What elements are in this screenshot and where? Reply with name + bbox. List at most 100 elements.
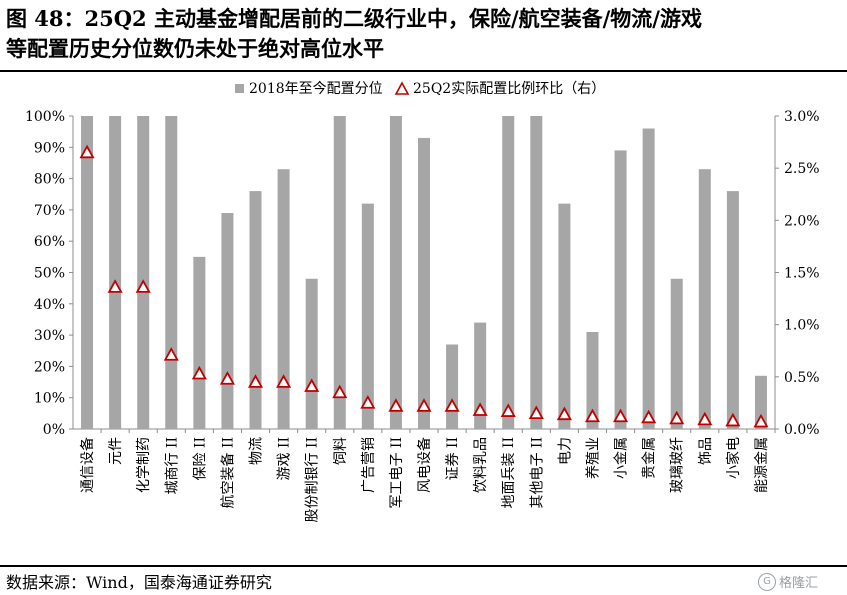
bar: [670, 278, 683, 429]
triangle-marker: [669, 410, 685, 425]
triangle-marker: [332, 384, 348, 399]
left-axis-tick-label: 30%: [34, 328, 65, 344]
x-axis-tick-label: 地面兵装 II: [501, 437, 517, 509]
triangle-marker: [416, 398, 432, 412]
right-axis-tick-label: 1.5%: [784, 266, 820, 282]
bar: [586, 331, 599, 429]
triangle-marker: [219, 371, 235, 385]
triangle-marker: [556, 406, 572, 421]
triangle-marker: [444, 398, 460, 412]
triangle-marker: [725, 412, 741, 427]
x-axis-tick-label: 饰品: [698, 437, 714, 465]
bar: [614, 150, 627, 429]
x-axis-tick-label: 饮料乳品: [473, 437, 489, 493]
bar: [277, 169, 290, 429]
figure-title-line2: 等配置历史分位数仍未处于绝对高位水平: [6, 36, 384, 61]
bar: [221, 213, 234, 429]
triangle-marker: [247, 374, 264, 388]
legend-label-marker: 25Q2实际配置比例环比（右）: [413, 81, 605, 97]
triangle-marker: [528, 405, 544, 420]
triangle-marker: [107, 279, 123, 293]
triangle-marker: [135, 279, 151, 293]
x-axis-tick-label: 其他电子 II: [529, 437, 545, 509]
x-axis-tick-label: 元件: [108, 437, 124, 465]
bar: [165, 116, 178, 429]
legend-swatch-bar: [235, 84, 244, 93]
triangle-marker: [79, 144, 95, 159]
triangle-marker: [191, 365, 207, 380]
bar: [446, 344, 459, 429]
bar: [333, 116, 346, 429]
triangle-marker: [276, 374, 292, 388]
x-axis-tick-label: 贵金属: [642, 437, 658, 479]
bar: [193, 256, 206, 429]
triangle-marker: [163, 347, 179, 361]
bar: [558, 203, 571, 429]
left-axis-tick-label: 20%: [34, 359, 65, 375]
bar: [81, 116, 94, 429]
x-axis-tick-label: 养殖业: [584, 437, 601, 479]
chart: 0% 10% 20% 30% 40% 50% 60% 70% 80% 90% 100% 0.0% 0.5…: [25, 81, 820, 523]
bar: [137, 116, 150, 429]
right-axis-tick-label: 1.0%: [784, 318, 820, 334]
legend-label-bar: 2018年至今配置分位: [249, 81, 383, 97]
bar: [530, 116, 543, 429]
triangle-marker: [388, 398, 404, 412]
x-axis-tick-label: 玻璃玻纤: [669, 437, 686, 493]
right-axis-tick-label: 0.0%: [784, 422, 820, 438]
bar: [502, 116, 515, 429]
bar: [698, 169, 711, 429]
left-axis-tick-label: 40%: [34, 297, 65, 313]
bar: [361, 203, 374, 429]
x-axis-tick-label: 能源金属: [754, 437, 770, 493]
x-axis-tick-label: 军工电子 II: [389, 437, 405, 509]
triangle-marker: [697, 411, 713, 426]
x-axis-tick-label: 小家电: [725, 437, 742, 479]
right-axis-tick-label: 0.5%: [784, 370, 820, 386]
x-axis-tick-label: 风电设备: [416, 437, 433, 493]
triangle-marker: [360, 395, 376, 409]
source-note: 数据来源：Wind，国泰海通证券研究: [6, 573, 272, 592]
triangle-marker: [500, 403, 516, 417]
x-axis-tick-label: 化学制药: [136, 437, 152, 493]
x-axis-tick-label: 通信设备: [79, 437, 96, 493]
bar: [642, 128, 655, 429]
source-divider: [0, 565, 847, 567]
figure-title-line1: 图 48：25Q2 主动基金增配居前的二级行业中，保险/航空装备/物流/游戏: [6, 6, 702, 31]
x-axis-tick-label: 游戏 II: [277, 437, 293, 481]
right-axis-tick-label: 2.5%: [784, 161, 820, 177]
x-axis-tick-label: 证券 II: [445, 437, 461, 481]
bar: [726, 191, 739, 429]
left-axis-tick-label: 70%: [34, 203, 65, 219]
bar: [305, 278, 318, 429]
right-axis-tick-label: 2.0%: [784, 213, 820, 229]
left-axis-tick-label: 60%: [34, 234, 65, 250]
legend-swatch-marker: [394, 81, 410, 95]
x-axis-tick-label: 饲料: [333, 437, 349, 465]
watermark-logo-icon: G: [758, 572, 776, 591]
figure-title: 图 48：25Q2 主动基金增配居前的二级行业中，保险/航空装备/物流/游戏 等…: [6, 4, 842, 64]
x-axis-tick-label: 保险 II: [192, 437, 208, 481]
left-axis-tick-label: 10%: [34, 391, 65, 407]
triangle-marker: [584, 408, 601, 423]
x-axis-tick-label: 电力: [557, 437, 573, 465]
right-axis-tick-label: 3.0%: [784, 109, 820, 125]
watermark-text: 格隆汇: [779, 576, 819, 591]
triangle-marker: [753, 413, 769, 428]
bar: [109, 116, 122, 429]
x-axis-tick-label: 小金属: [614, 437, 630, 479]
x-axis-tick-label: 航空装备 II: [219, 437, 236, 509]
x-axis-tick-label: 股份制银行 II: [305, 437, 321, 523]
left-axis-tick-label: 100%: [25, 109, 65, 125]
title-divider: [0, 70, 847, 72]
bar: [754, 375, 767, 429]
left-axis-tick-label: 50%: [34, 266, 65, 282]
left-axis-tick-label: 80%: [34, 172, 65, 188]
x-axis-tick-label: 物流: [249, 437, 265, 465]
left-axis-tick-label: 90%: [34, 140, 65, 156]
bar: [389, 116, 402, 429]
watermark: G 格隆汇: [758, 572, 818, 591]
triangle-marker: [641, 409, 657, 424]
bar: [474, 322, 487, 429]
triangle-marker: [613, 408, 629, 423]
